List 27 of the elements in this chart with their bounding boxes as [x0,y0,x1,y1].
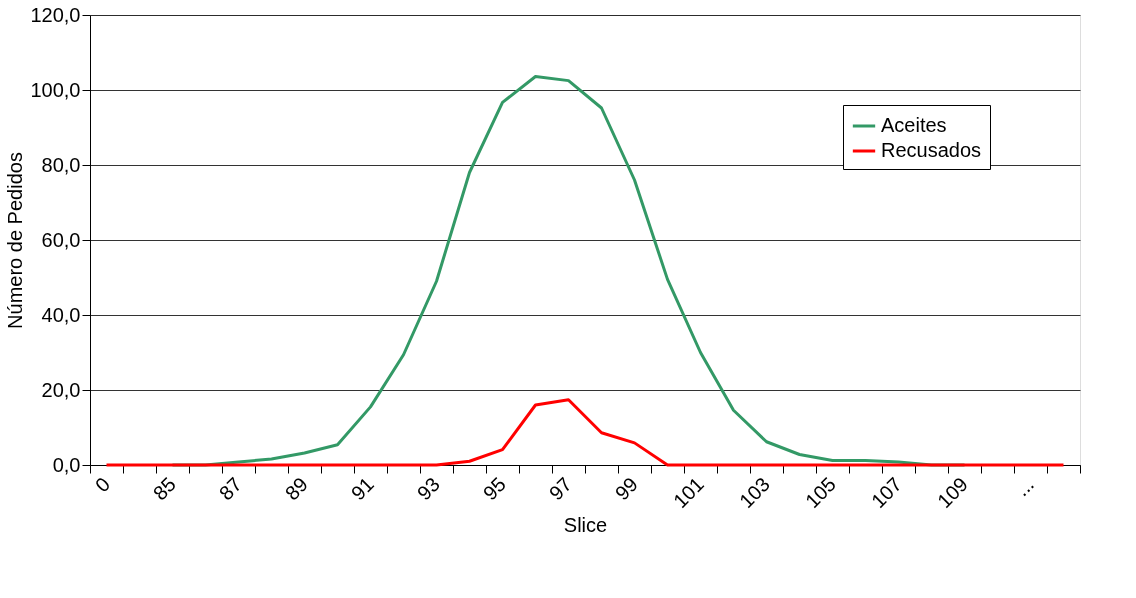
x-tick-label: 85 [148,473,181,505]
y-axis-title: Número de Pedidos [4,152,27,329]
x-tick-label: 101 [668,473,709,513]
y-tick-label: 20,0 [41,378,81,401]
legend-label: Recusados [881,139,982,161]
x-tick-label: 89 [280,473,313,505]
y-tick-label: 80,0 [41,153,81,176]
x-tick-label: 0 [90,473,115,497]
y-tick-label: 100,0 [30,78,81,101]
x-tick-label: 103 [734,473,775,513]
y-tick-label: 60,0 [41,228,81,251]
x-axis-title: Slice [563,514,608,537]
x-tick-label: ... [1010,473,1039,501]
x-tick-label: 105 [800,473,841,513]
x-tick-label: 93 [412,473,445,505]
y-tick-label: 40,0 [41,303,81,326]
y-tick-label: 120,0 [30,3,81,26]
x-tick-label: 97 [544,473,577,505]
x-tick-label: 87 [214,473,247,505]
x-tick-label: 91 [346,473,379,505]
x-tick-label: 95 [478,473,511,505]
x-tick-label: 99 [610,473,643,505]
line-series [105,398,1065,467]
x-tick-label: 107 [866,473,907,513]
y-tick-label: 0,0 [52,453,81,476]
x-tick-label: 109 [932,473,973,513]
legend-label: Aceites [881,114,947,136]
